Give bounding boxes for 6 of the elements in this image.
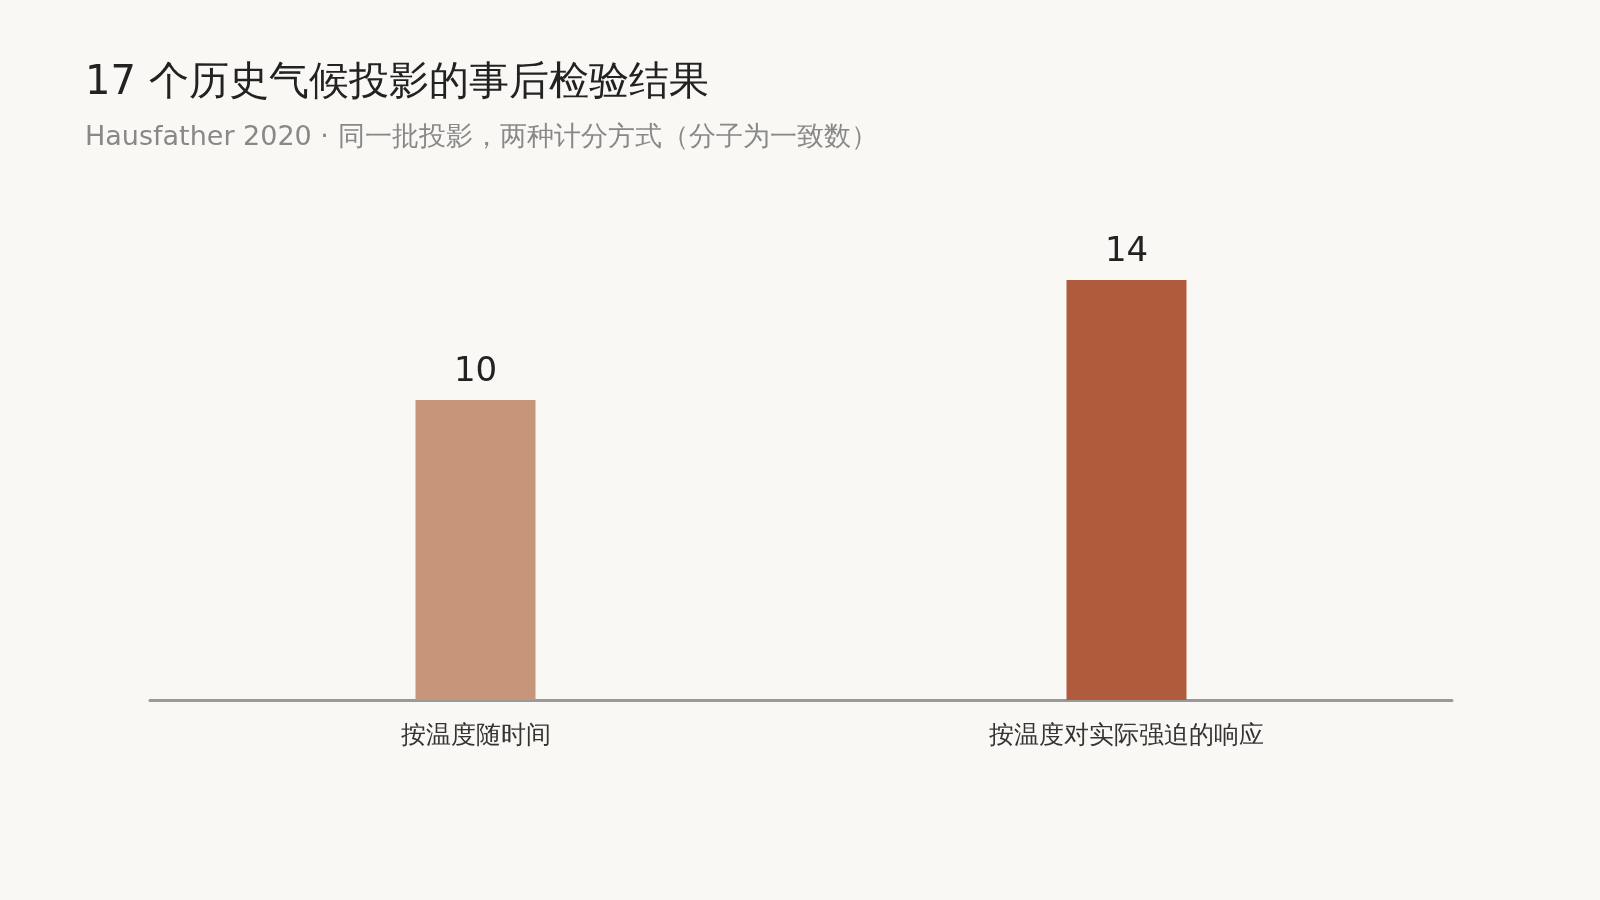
chart-subtitle: Hausfather 2020 · 同一批投影，两种计分方式（分子为一致数） bbox=[85, 120, 878, 151]
data-label: 14 bbox=[1104, 229, 1149, 269]
chart-title: 17 个历史气候投影的事后检验结果 bbox=[85, 57, 709, 103]
data-label: 10 bbox=[453, 349, 498, 389]
x-tick-label: 按温度对实际强迫的响应 bbox=[989, 720, 1264, 749]
x-tick-label: 按温度随时间 bbox=[400, 720, 551, 749]
